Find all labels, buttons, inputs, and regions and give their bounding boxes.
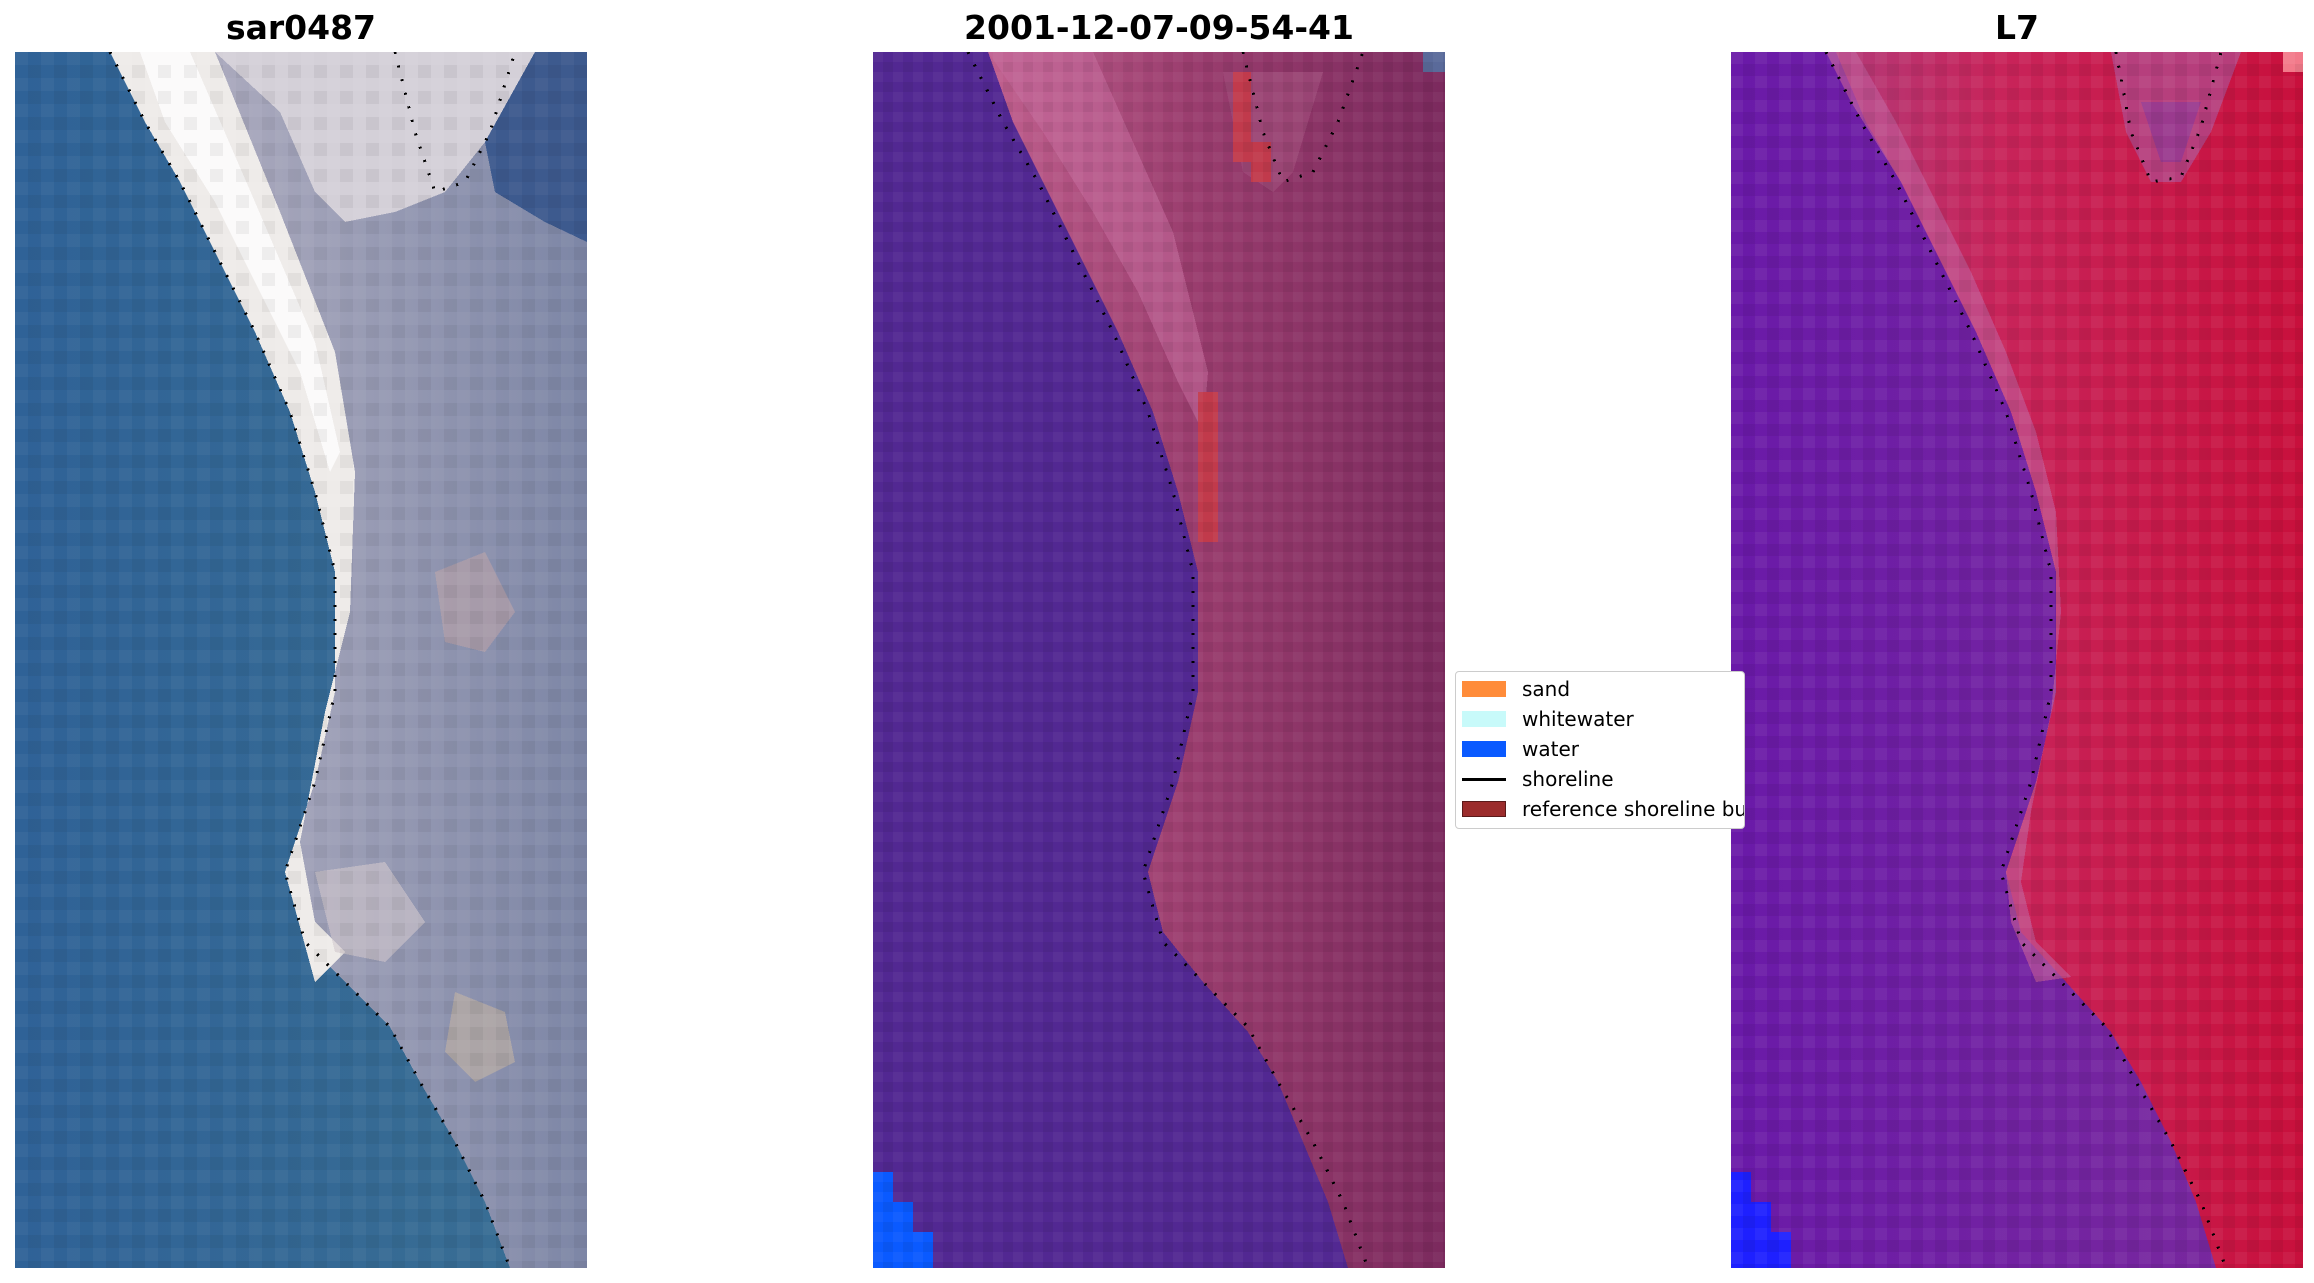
panel-title-satellite: L7 bbox=[1995, 8, 2039, 47]
legend-item-sand: sand bbox=[1462, 677, 1570, 701]
panel-title-date: 2001-12-07-09-54-41 bbox=[964, 8, 1354, 47]
rgb-image-panel bbox=[15, 52, 587, 1268]
legend-label: whitewater bbox=[1522, 707, 1634, 731]
reference-shoreline-swatch bbox=[1462, 801, 1506, 817]
sand-swatch bbox=[1462, 681, 1506, 697]
legend-label: shoreline bbox=[1522, 767, 1614, 791]
whitewater-swatch bbox=[1462, 711, 1506, 727]
legend-item-reference-shoreline: reference shoreline buffer bbox=[1462, 797, 1744, 821]
legend-label: reference shoreline buffer bbox=[1522, 797, 1744, 821]
legend-item-water: water bbox=[1462, 737, 1579, 761]
legend: sand whitewater water shoreline referenc… bbox=[1455, 671, 1745, 829]
classified-image-panel bbox=[873, 52, 1445, 1268]
panel-title-rgb: sar0487 bbox=[225, 8, 377, 47]
water-swatch bbox=[1462, 741, 1506, 757]
index-image-panel bbox=[1731, 52, 2303, 1268]
legend-item-whitewater: whitewater bbox=[1462, 707, 1634, 731]
legend-label: sand bbox=[1522, 677, 1571, 701]
legend-item-shoreline: shoreline bbox=[1462, 767, 1614, 791]
shoreline-swatch bbox=[1462, 777, 1506, 781]
legend-label: water bbox=[1522, 737, 1579, 761]
